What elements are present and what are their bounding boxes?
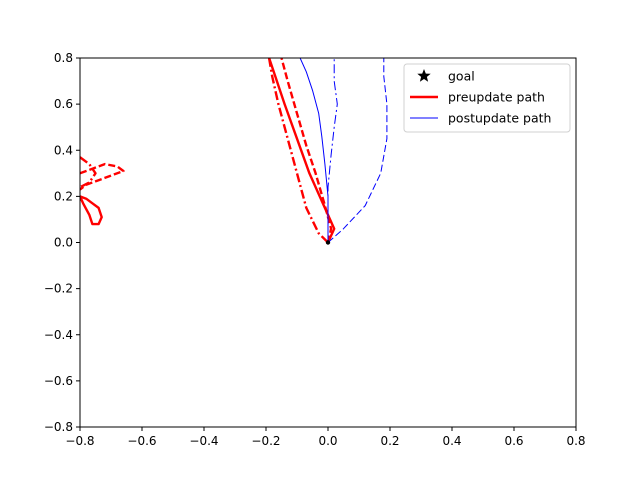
postupdate-path-7 [327, 58, 388, 243]
series-layer [80, 58, 388, 244]
legend-label-0: goal [448, 69, 475, 84]
legend-label-1: preupdate path [448, 90, 545, 105]
x-tick-label: 0.4 [442, 434, 461, 448]
x-tick-label: −0.6 [127, 434, 156, 448]
y-axis: −0.8 −0.6 −0.4 −0.2 0.0 0.2 0.4 0.6 0.8 [44, 51, 80, 434]
y-tick-label: −0.2 [44, 282, 73, 296]
postupdate-path-6 [299, 58, 329, 243]
x-tick-label: −0.2 [251, 434, 280, 448]
preupdate-path-3 [80, 195, 103, 226]
legend: goal preupdate path postupdate path [403, 63, 571, 133]
preupdate-path-4 [80, 162, 125, 191]
x-tick-label: −0.8 [65, 434, 94, 448]
legend-label-2: postupdate path [448, 111, 551, 126]
y-tick-label: 0.6 [54, 97, 73, 111]
x-tick-label: 0.8 [566, 434, 585, 448]
y-tick-label: 0.2 [54, 189, 73, 203]
x-tick-label: 0.2 [380, 434, 399, 448]
preupdate-path-5 [80, 156, 97, 189]
postupdate-path-8 [327, 58, 338, 243]
goal-layer [325, 240, 331, 245]
x-tick-label: −0.4 [189, 434, 218, 448]
preupdate-path-0 [267, 58, 336, 243]
preupdate-path-1 [280, 58, 333, 243]
x-tick-label: 0.0 [318, 434, 337, 448]
y-tick-label: −0.4 [44, 328, 73, 342]
legend-goal-star-icon [417, 69, 431, 82]
y-tick-label: 0.8 [54, 51, 73, 65]
y-tick-label: −0.6 [44, 374, 73, 388]
goal-marker [325, 240, 331, 245]
y-tick-label: 0.4 [54, 143, 73, 157]
y-tick-label: −0.8 [44, 420, 73, 434]
y-tick-label: 0.0 [54, 236, 73, 250]
x-axis: −0.8 −0.6 −0.4 −0.2 0.0 0.2 0.4 0.6 0.8 [65, 427, 586, 448]
preupdate-path-2 [267, 58, 329, 244]
x-tick-label: 0.6 [504, 434, 523, 448]
legend-box [403, 63, 571, 133]
